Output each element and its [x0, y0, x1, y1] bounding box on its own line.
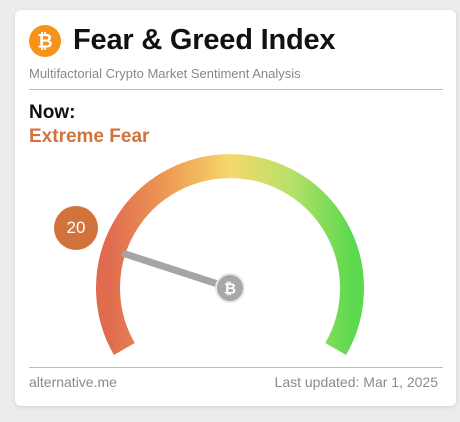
- sentiment-classification: Extreme Fear: [29, 126, 150, 147]
- footer-divider: [29, 367, 443, 368]
- gauge-needle: [121, 250, 234, 292]
- card-header: ₿ Fear & Greed Index: [29, 24, 336, 57]
- now-label: Now:: [29, 102, 76, 123]
- header-divider: [29, 89, 443, 90]
- source-link[interactable]: alternative.me: [29, 374, 117, 390]
- sentiment-gauge: ₿: [96, 154, 364, 355]
- svg-text:₿: ₿: [37, 30, 52, 52]
- bitcoin-icon: ₿: [29, 24, 61, 57]
- fear-greed-card: ₿ Fear & Greed Index Multifactorial Cryp…: [15, 10, 456, 406]
- page-subtitle: Multifactorial Crypto Market Sentiment A…: [29, 66, 301, 81]
- gauge-arc: [96, 154, 364, 355]
- svg-text:₿: ₿: [224, 280, 236, 298]
- page-title: Fear & Greed Index: [73, 24, 336, 56]
- last-updated: Last updated: Mar 1, 2025: [274, 374, 438, 390]
- index-value-badge: 20: [54, 206, 98, 250]
- gauge-hub-bitcoin-icon: ₿: [215, 273, 245, 303]
